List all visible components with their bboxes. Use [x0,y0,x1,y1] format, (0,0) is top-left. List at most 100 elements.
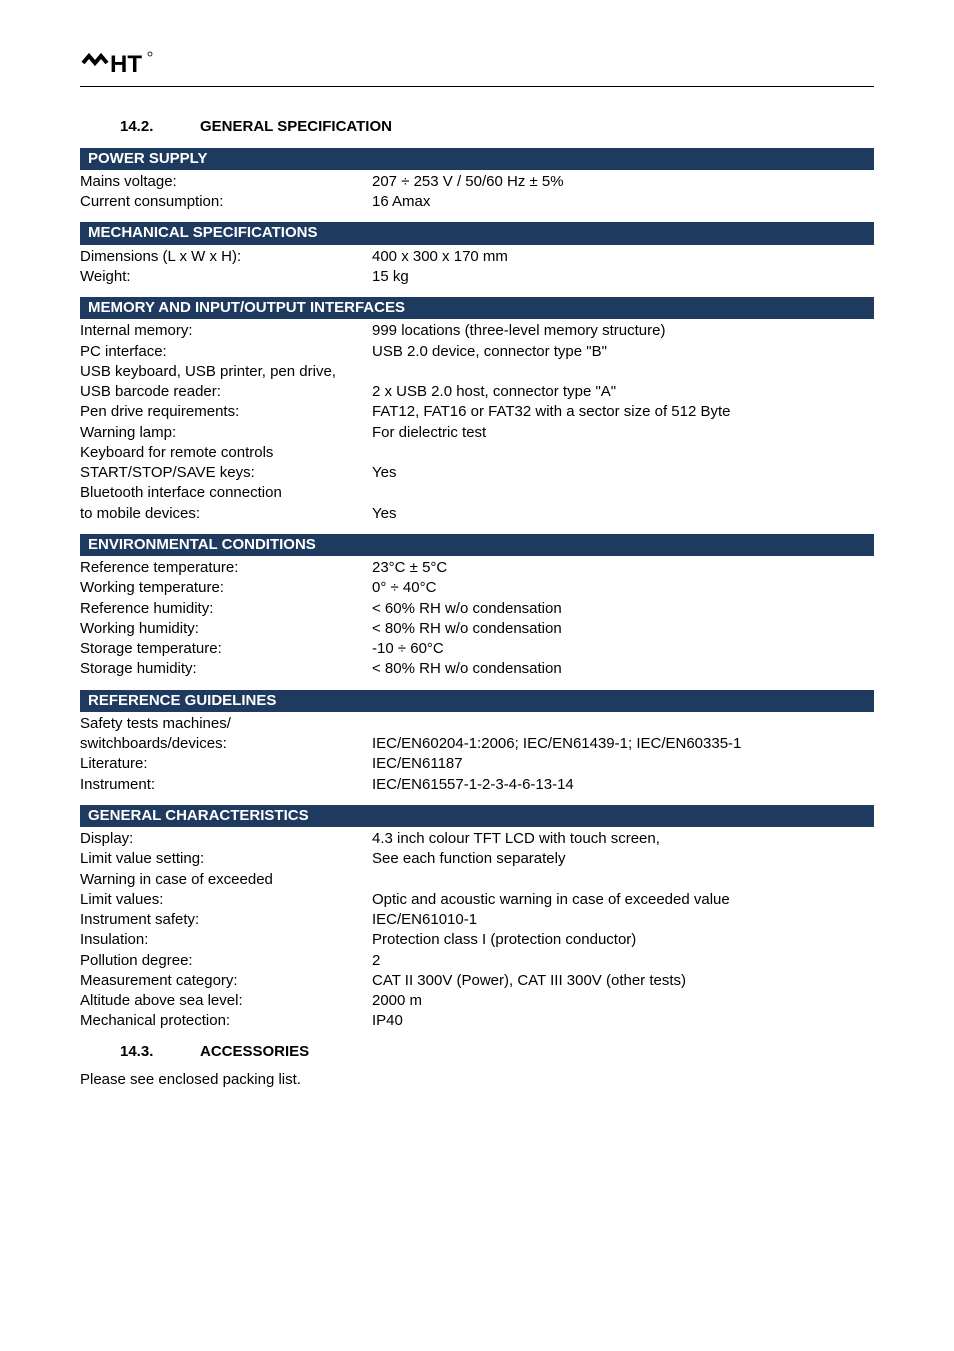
value-lit: IEC/EN61187 [372,754,874,774]
ht-logo-icon: HT [80,50,154,76]
gen-block: Display: 4.3 inch colour TFT LCD with to… [80,829,874,1032]
label-safety-1: Safety tests machines/ [80,714,372,734]
section-title: GENERAL SPECIFICATION [200,117,392,137]
label-disp: Display: [80,829,372,849]
row-pol: Pollution degree: 2 [80,951,874,971]
label-kbd-1: Keyboard for remote controls [80,443,372,463]
value-mains: 207 ÷ 253 V / 50/60 Hz ± 5% [372,172,874,192]
row-lit: Literature: IEC/EN61187 [80,754,874,774]
row-disp: Display: 4.3 inch colour TFT LCD with to… [80,829,874,849]
section-number: 14.2. [120,117,200,137]
value-worktemp: 0° ÷ 40°C [372,578,874,598]
row-safety-1: Safety tests machines/ [80,714,874,734]
row-instr: Instrument: IEC/EN61557-1-2-3-4-6-13-14 [80,775,874,795]
row-alt: Altitude above sea level: 2000 m [80,991,874,1011]
value-workhum: < 80% RH w/o condensation [372,619,874,639]
label-warn-2: Limit values: [80,890,372,910]
row-safety-inst: Instrument safety: IEC/EN61010-1 [80,910,874,930]
value-kbd: Yes [372,463,874,483]
row-weight: Weight: 15 kg [80,267,874,287]
value-reftemp: 23°C ± 5°C [372,558,874,578]
band-mem: MEMORY AND INPUT/OUTPUT INTERFACES [80,297,874,319]
row-mains: Mains voltage: 207 ÷ 253 V / 50/60 Hz ± … [80,172,874,192]
row-mechprot: Mechanical protection: IP40 [80,1011,874,1031]
section-heading-acc: 14.3. ACCESSORIES [120,1042,874,1062]
value-warn-lamp: For dielectric test [372,423,874,443]
value-pen: FAT12, FAT16 or FAT32 with a sector size… [372,402,874,422]
row-worktemp: Working temperature: 0° ÷ 40°C [80,578,874,598]
value-warn: Optic and acoustic warning in case of ex… [372,890,874,910]
row-pc-if: PC interface: USB 2.0 device, connector … [80,342,874,362]
label-pol: Pollution degree: [80,951,372,971]
value-dim: 400 x 300 x 170 mm [372,247,874,267]
value-refhum: < 60% RH w/o condensation [372,599,874,619]
label-workhum: Working humidity: [80,619,372,639]
row-kbd-1: Keyboard for remote controls [80,443,874,463]
section-heading-spec: 14.2. GENERAL SPECIFICATION [120,117,874,137]
label-mains: Mains voltage: [80,172,372,192]
label-stortemp: Storage temperature: [80,639,372,659]
mech-block: Dimensions (L x W x H): 400 x 300 x 170 … [80,247,874,288]
band-ref: REFERENCE GUIDELINES [80,690,874,712]
row-limset: Limit value setting: See each function s… [80,849,874,869]
value-weight: 15 kg [372,267,874,287]
row-warn-1: Warning in case of exceeded [80,870,874,890]
row-storhum: Storage humidity: < 80% RH w/o condensat… [80,659,874,679]
row-meas: Measurement category: CAT II 300V (Power… [80,971,874,991]
label-kbd-2: START/STOP/SAVE keys: [80,463,372,483]
label-reftemp: Reference temperature: [80,558,372,578]
label-pc-if: PC interface: [80,342,372,362]
label-warn-1: Warning in case of exceeded [80,870,372,890]
brand-logo: HT [80,50,154,76]
label-storhum: Storage humidity: [80,659,372,679]
label-meas: Measurement category: [80,971,372,991]
label-internal-mem: Internal memory: [80,321,372,341]
band-gen: GENERAL CHARACTERISTICS [80,805,874,827]
band-env: ENVIRONMENTAL CONDITIONS [80,534,874,556]
label-warn-lamp: Warning lamp: [80,423,372,443]
label-safety-2: switchboards/devices: [80,734,372,754]
value-safety-inst: IEC/EN61010-1 [372,910,874,930]
label-safety-inst: Instrument safety: [80,910,372,930]
label-mechprot: Mechanical protection: [80,1011,372,1031]
power-block: Mains voltage: 207 ÷ 253 V / 50/60 Hz ± … [80,172,874,213]
value-meas: CAT II 300V (Power), CAT III 300V (other… [372,971,874,991]
row-current: Current consumption: 16 Amax [80,192,874,212]
label-usb-multi-2: USB barcode reader: [80,382,372,402]
row-stortemp: Storage temperature: -10 ÷ 60°C [80,639,874,659]
value-disp: 4.3 inch colour TFT LCD with touch scree… [372,829,874,849]
value-alt: 2000 m [372,991,874,1011]
row-ins: Insulation: Protection class I (protecti… [80,930,874,950]
value-ins: Protection class I (protection conductor… [372,930,874,950]
value-current: 16 Amax [372,192,874,212]
svg-text:HT: HT [110,51,142,76]
value-bt: Yes [372,504,874,524]
band-power: POWER SUPPLY [80,148,874,170]
row-safety-2: switchboards/devices: IEC/EN60204-1:2006… [80,734,874,754]
section-number-acc: 14.3. [120,1042,200,1062]
value-safety: IEC/EN60204-1:2006; IEC/EN61439-1; IEC/E… [372,734,874,754]
label-lit: Literature: [80,754,372,774]
value-stortemp: -10 ÷ 60°C [372,639,874,659]
header-bar: HT [80,50,874,87]
ref-block: Safety tests machines/ switchboards/devi… [80,714,874,795]
label-refhum: Reference humidity: [80,599,372,619]
label-worktemp: Working temperature: [80,578,372,598]
label-instr: Instrument: [80,775,372,795]
row-workhum: Working humidity: < 80% RH w/o condensat… [80,619,874,639]
label-current: Current consumption: [80,192,372,212]
row-reftemp: Reference temperature: 23°C ± 5°C [80,558,874,578]
label-ins: Insulation: [80,930,372,950]
value-internal-mem: 999 locations (three-level memory struct… [372,321,874,341]
section-title-acc: ACCESSORIES [200,1042,309,1062]
label-dim: Dimensions (L x W x H): [80,247,372,267]
mem-block: Internal memory: 999 locations (three-le… [80,321,874,524]
row-warn-lamp: Warning lamp: For dielectric test [80,423,874,443]
band-mech: MECHANICAL SPECIFICATIONS [80,222,874,244]
label-limset: Limit value setting: [80,849,372,869]
label-bt-1: Bluetooth interface connection [80,483,372,503]
value-pol: 2 [372,951,874,971]
row-refhum: Reference humidity: < 60% RH w/o condens… [80,599,874,619]
label-weight: Weight: [80,267,372,287]
row-bt-2: to mobile devices: Yes [80,504,874,524]
